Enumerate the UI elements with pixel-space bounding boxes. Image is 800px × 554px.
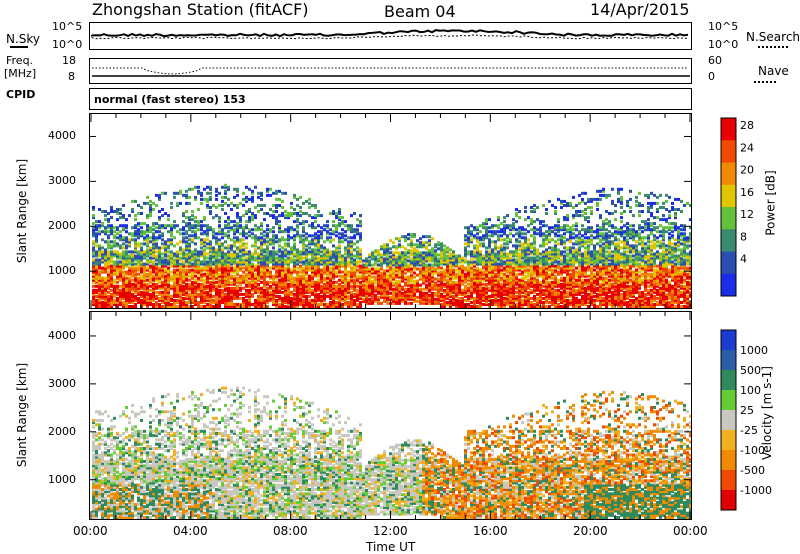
nsky-tick-top-right: 10^5 xyxy=(708,20,739,33)
x-tick-1: 04:00 xyxy=(173,524,208,538)
power-ytick-1000: 1000 xyxy=(48,264,76,278)
velocity-ytick-2000: 2000 xyxy=(48,424,76,438)
station-title: Zhongshan Station (fitACF) xyxy=(92,0,309,19)
velocity-cbar-label: Velocity [m s-1] xyxy=(759,366,774,460)
power-cbar-tick-12: 12 xyxy=(740,208,754,221)
freq-trace xyxy=(92,67,690,77)
velocity-cbar-tick--500: -500 xyxy=(740,464,765,477)
power-cbar-label: Power [dB] xyxy=(763,170,778,236)
nave-dots xyxy=(754,81,776,83)
nsearch-dots xyxy=(758,46,788,48)
power-cbar-tick-4: 4 xyxy=(740,253,747,266)
nsky-trace xyxy=(91,29,689,40)
x-tick-2: 08:00 xyxy=(273,524,308,538)
power-panel xyxy=(89,113,692,309)
velocity-cbar-tick-1000: 1000 xyxy=(740,344,768,357)
x-tick-5: 20:00 xyxy=(573,524,608,538)
velocity-ylabel: Slant Range [km] xyxy=(15,362,30,468)
nave-tick-bottom: 0 xyxy=(708,70,715,83)
nsearch-label: N.Search xyxy=(746,30,800,44)
nave-tick-top: 60 xyxy=(708,54,722,67)
cpid-label: CPID xyxy=(6,88,36,101)
velocity-panel xyxy=(89,311,692,520)
power-heatmap xyxy=(90,114,691,308)
cpid-value: normal (fast stereo) 153 xyxy=(94,93,246,106)
x-tick-3: 12:00 xyxy=(373,524,408,538)
velocity-heatmap xyxy=(90,312,691,519)
nsky-label: N.Sky xyxy=(6,32,41,46)
power-cbar-tick-20: 20 xyxy=(740,164,754,177)
velocity-cbar-tick--25: -25 xyxy=(740,424,758,437)
power-ylabel: Slant Range [km] xyxy=(15,158,30,264)
velocity-cbar-tick--1000: -1000 xyxy=(740,484,772,497)
freq-tick-top: 18 xyxy=(62,54,76,67)
x-tick-4: 16:00 xyxy=(473,524,508,538)
power-cbar-tick-28: 28 xyxy=(740,119,754,132)
power-cbar-tick-24: 24 xyxy=(740,141,754,154)
nsky-tick-bottom-left: 10^0 xyxy=(52,38,83,51)
power-cbar-tick-16: 16 xyxy=(740,186,754,199)
nsky-tick-top-left: 10^5 xyxy=(52,20,83,33)
x-axis-label: Time UT xyxy=(366,540,416,554)
freq-label-2: [MHz] xyxy=(4,67,37,80)
freq-label-1: Freq. xyxy=(6,54,34,67)
power-ytick-2000: 2000 xyxy=(48,219,76,233)
nsky-tick-bottom-right: 10^0 xyxy=(708,38,739,51)
power-cbar-tick-8: 8 xyxy=(740,230,747,243)
beam-label: Beam 04 xyxy=(384,2,456,21)
date-label: 14/Apr/2015 xyxy=(590,0,690,19)
velocity-cbar-tick-25: 25 xyxy=(740,404,754,417)
velocity-cbar-tick-500: 500 xyxy=(740,364,761,377)
freq-panel xyxy=(89,58,692,84)
x-tick-0: 00:00 xyxy=(73,524,108,538)
power-ytick-4000: 4000 xyxy=(48,129,76,143)
velocity-cbar-tick-100: 100 xyxy=(740,384,761,397)
x-tick-6: 00:00 xyxy=(673,524,708,538)
nsky-panel xyxy=(89,22,692,50)
velocity-ytick-3000: 3000 xyxy=(48,376,76,390)
freq-tick-bottom: 8 xyxy=(68,70,75,83)
cpid-panel: normal (fast stereo) 153 xyxy=(89,88,692,110)
nave-label: Nave xyxy=(758,64,789,78)
velocity-ytick-1000: 1000 xyxy=(48,472,76,486)
nsky-underline xyxy=(10,46,28,48)
power-ytick-3000: 3000 xyxy=(48,174,76,188)
velocity-ytick-4000: 4000 xyxy=(48,328,76,342)
